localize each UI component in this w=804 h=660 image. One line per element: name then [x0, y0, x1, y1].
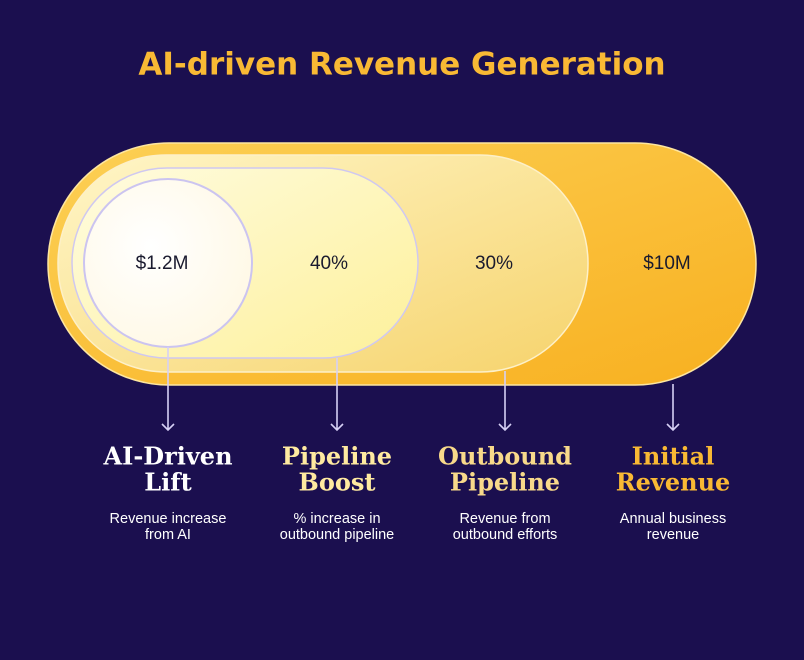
stage-heading: AI-Driven [102, 442, 232, 471]
stage-heading: Pipeline [450, 468, 560, 497]
stage-value: 30% [475, 253, 513, 274]
stage-description: Annual business [620, 511, 726, 527]
arrow [330, 358, 344, 432]
stage-value: 40% [310, 253, 348, 274]
stage-heading: Pipeline [282, 442, 392, 471]
stage-heading: Revenue [616, 468, 731, 497]
stage-description: % increase in [293, 511, 380, 527]
stage-heading: Lift [144, 468, 191, 497]
stage-description: outbound efforts [453, 527, 558, 543]
stage-description: revenue [647, 527, 699, 543]
stage-description: Revenue from [459, 511, 550, 527]
arrow [666, 384, 680, 432]
arrow [161, 347, 175, 432]
stage-heading: Outbound [438, 442, 572, 471]
stage-description: Revenue increase [110, 511, 227, 527]
stage-heading: Boost [299, 468, 376, 497]
stage-value: $10M [643, 253, 691, 274]
arrow [498, 371, 512, 432]
stage-description: outbound pipeline [280, 527, 395, 543]
arrows [161, 347, 680, 432]
title: AI-driven Revenue Generation [138, 47, 665, 83]
stage-heading: Initial [632, 442, 715, 471]
stage-description: from AI [145, 527, 191, 543]
stage-value: $1.2M [136, 253, 189, 274]
